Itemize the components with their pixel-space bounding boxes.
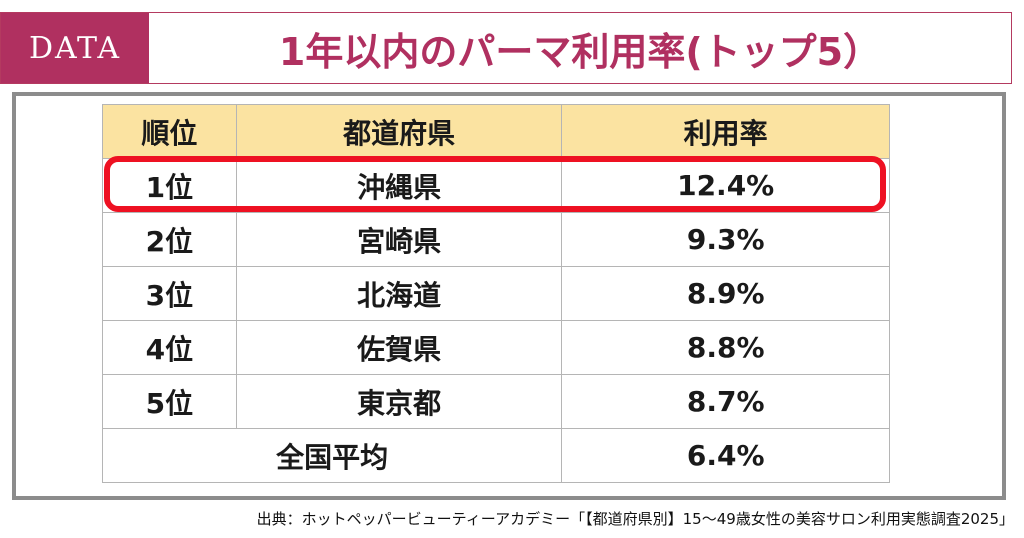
header-rate: 利用率: [561, 104, 890, 159]
table-row: 1位 沖縄県 12.4%: [102, 158, 890, 213]
average-row: 全国平均 6.4%: [101, 428, 890, 483]
table-row: 3位 北海道 8.9%: [102, 266, 890, 321]
table-row: 4位 佐賀県 8.8%: [102, 320, 890, 375]
rate-cell: 9.3%: [561, 212, 890, 267]
rate-cell: 8.7%: [561, 374, 890, 429]
table-row: 2位 宮崎県 9.3%: [102, 212, 890, 267]
prefecture-cell: 宮崎県: [235, 212, 563, 267]
rate-cell: 8.9%: [561, 266, 890, 321]
ranking-table: 順位 都道府県 利用率 1位 沖縄県 12.4% 2位 宮崎県 9.3% 3位 …: [101, 104, 890, 483]
prefecture-cell: 北海道: [235, 266, 563, 321]
highlight-box: [104, 156, 886, 212]
header-prefecture: 都道府県: [235, 104, 563, 159]
table-header-row: 順位 都道府県 利用率: [102, 104, 890, 159]
rate-cell: 8.8%: [561, 320, 890, 375]
rank-cell: 3位: [102, 266, 237, 321]
header-rank: 順位: [102, 104, 237, 159]
rank-cell: 4位: [102, 320, 237, 375]
title-bar: DATA 1年以内のパーマ利用率(トップ5）: [0, 12, 1012, 84]
table-row: 5位 東京都 8.7%: [102, 374, 890, 429]
rank-cell: 2位: [102, 212, 237, 267]
page-title: 1年以内のパーマ利用率(トップ5）: [278, 29, 882, 74]
average-rate: 6.4%: [561, 428, 890, 483]
prefecture-cell: 佐賀県: [235, 320, 563, 375]
table-frame: 順位 都道府県 利用率 1位 沖縄県 12.4% 2位 宮崎県 9.3% 3位 …: [12, 92, 1006, 500]
prefecture-cell: 東京都: [235, 374, 563, 429]
rank-cell: 1位: [102, 158, 237, 213]
data-badge: DATA: [1, 13, 149, 83]
rank-cell: 5位: [102, 374, 237, 429]
average-label: 全国平均: [101, 428, 563, 483]
source-note: 出典：ホットペッパービューティーアカデミー「【都道府県別】15～49歳女性の美容…: [256, 510, 1014, 528]
